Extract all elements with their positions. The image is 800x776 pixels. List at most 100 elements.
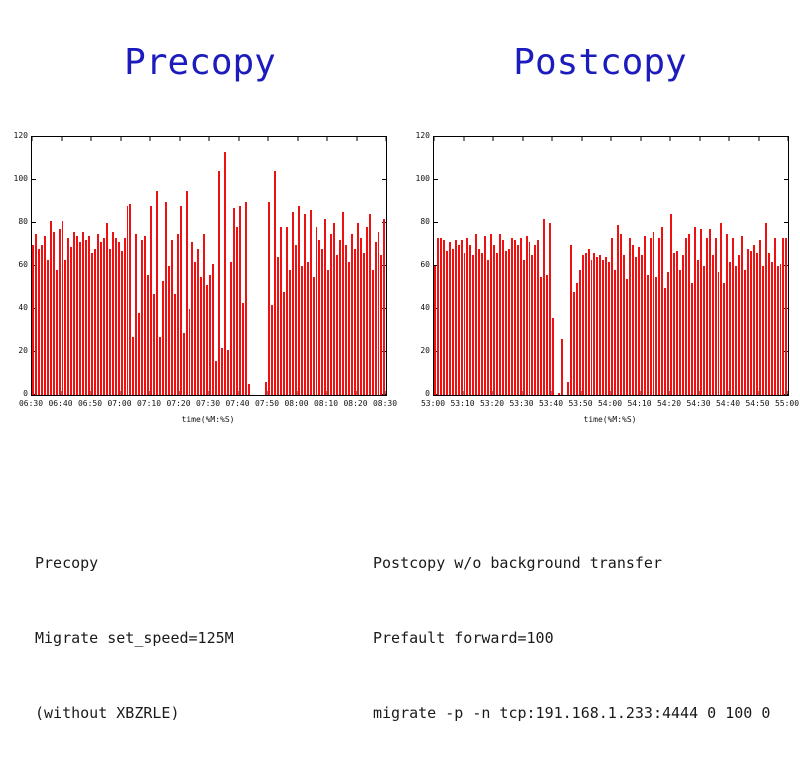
x-tick-label: 53:00: [420, 399, 446, 408]
bar: [732, 238, 735, 395]
x-tick-label: 06:50: [77, 399, 103, 408]
bar: [347, 261, 350, 395]
bar: [575, 283, 578, 395]
x-tick-label: 54:10: [627, 399, 652, 408]
bar: [708, 229, 711, 395]
bar: [271, 304, 274, 395]
x-tick-mark: [699, 391, 700, 395]
bar: [673, 253, 676, 395]
bar: [67, 238, 70, 395]
bar: [534, 244, 537, 395]
bar: [288, 270, 291, 395]
note-line: Prefault forward=100: [373, 629, 554, 647]
x-tick-mark: [758, 391, 759, 395]
bar: [525, 235, 528, 395]
bar: [714, 238, 717, 395]
bar: [206, 285, 209, 395]
bar: [587, 248, 590, 395]
bar: [726, 233, 729, 395]
bar: [593, 253, 596, 395]
bar: [676, 250, 679, 395]
bar: [108, 248, 111, 395]
bar: [185, 190, 188, 395]
y-tick-label: 60: [420, 260, 430, 269]
y-tick-mark: [32, 179, 36, 180]
x-tick-mark: [31, 137, 33, 141]
bar: [170, 240, 173, 395]
bar: [96, 233, 99, 395]
bar: [226, 349, 229, 395]
bar: [232, 207, 235, 395]
y-tick-mark: [32, 394, 36, 395]
x-tick-label: 53:40: [538, 399, 564, 408]
x-tick-mark: [522, 137, 523, 141]
bar: [546, 274, 549, 395]
bar: [377, 231, 380, 395]
bar: [451, 248, 454, 395]
bar: [120, 250, 123, 395]
bar: [490, 233, 493, 395]
bar: [623, 255, 625, 395]
y-tick-mark: [32, 308, 36, 309]
bar: [631, 244, 634, 395]
bar: [277, 257, 280, 395]
bar: [758, 240, 761, 395]
bar: [318, 240, 321, 395]
bar: [324, 218, 327, 395]
bar: [179, 205, 182, 395]
x-tick-label: 08:30: [372, 399, 398, 408]
bar: [371, 270, 374, 395]
bar: [782, 238, 785, 395]
bar: [70, 246, 73, 395]
bar: [720, 223, 723, 395]
bar: [773, 238, 776, 395]
y-tick-mark: [434, 222, 438, 223]
bar: [55, 270, 58, 395]
bar: [241, 302, 244, 395]
x-tick-mark: [728, 137, 730, 141]
bar: [362, 253, 365, 395]
x-tick-mark: [179, 137, 180, 141]
bar: [306, 261, 309, 395]
x-tick-mark: [492, 137, 494, 141]
y-tick-label: 20: [420, 346, 430, 355]
bar: [699, 229, 702, 395]
bar: [368, 214, 371, 395]
bar: [611, 238, 614, 395]
bar: [578, 270, 581, 395]
x-tick-mark: [551, 137, 553, 141]
bar: [504, 250, 507, 395]
bar: [32, 244, 34, 395]
bar: [300, 266, 303, 395]
x-tick-label: 08:20: [343, 399, 368, 408]
x-tick-label: 53:10: [450, 399, 475, 408]
x-tick-label: 54:00: [597, 399, 623, 408]
bar: [472, 255, 475, 395]
bar: [223, 152, 226, 395]
bar: [552, 317, 555, 395]
bar: [625, 278, 628, 395]
x-tick-mark: [610, 137, 612, 141]
bar: [99, 242, 102, 395]
bar: [265, 382, 268, 395]
bar: [540, 276, 543, 395]
bar: [164, 201, 167, 395]
bar: [342, 212, 345, 395]
y-tick-mark: [784, 179, 788, 180]
x-tick-label: 53:30: [509, 399, 534, 408]
bar: [197, 248, 200, 395]
bar: [599, 255, 602, 395]
x-tick-label: 53:20: [479, 399, 505, 408]
bar: [543, 218, 546, 395]
bar: [294, 244, 297, 395]
x-tick-mark: [492, 391, 494, 395]
bar: [729, 261, 732, 395]
bar: [634, 257, 637, 395]
bar: [333, 223, 336, 395]
x-tick-label: 07:00: [107, 399, 132, 408]
bar: [244, 201, 247, 395]
x-tick-mark: [90, 391, 92, 395]
bar: [664, 287, 667, 395]
right-chart-title: Postcopy: [513, 42, 687, 83]
note-line: (without XBZRLE): [35, 704, 180, 722]
